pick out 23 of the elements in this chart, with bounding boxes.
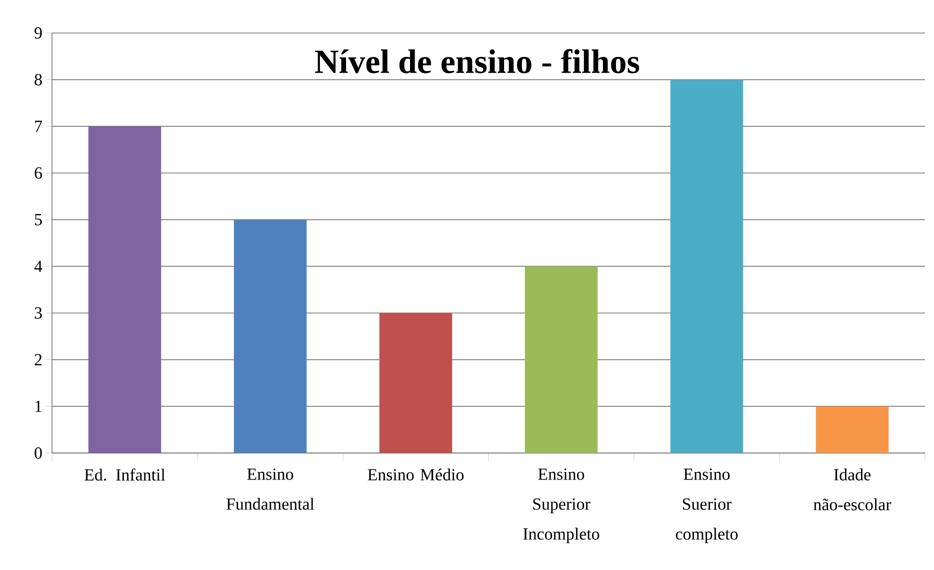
- bar: [670, 80, 744, 453]
- bar: [816, 406, 889, 453]
- bar: [379, 313, 452, 453]
- y-tick-label: 8: [34, 74, 42, 86]
- bar: [234, 220, 307, 453]
- y-tick-label: 6: [34, 167, 42, 179]
- y-tick-label: 5: [34, 214, 42, 226]
- bar: [88, 126, 162, 453]
- y-tick-label: 7: [35, 120, 42, 132]
- x-tick-label: Idade não-escolar: [814, 468, 892, 510]
- x-tick-label: Ensino Fundamental: [226, 468, 314, 510]
- x-tick-label: Ed. Infantil: [84, 468, 166, 481]
- chart-title: Nível de ensino - filhos: [315, 49, 640, 74]
- y-tick-label: 2: [34, 354, 42, 366]
- x-tick-label: Ensino Superior Incompleto: [523, 468, 600, 544]
- y-tick-label: 1: [35, 400, 42, 412]
- x-tick-label: Ensino Suerior completo: [676, 468, 738, 544]
- y-tick-label: 3: [34, 307, 42, 319]
- y-tick-label: 0: [34, 447, 42, 459]
- y-tick-label: 4: [34, 260, 42, 272]
- y-tick-label: 9: [34, 27, 42, 39]
- bar: [524, 266, 598, 453]
- x-tick-label: Ensino Médio: [368, 468, 464, 480]
